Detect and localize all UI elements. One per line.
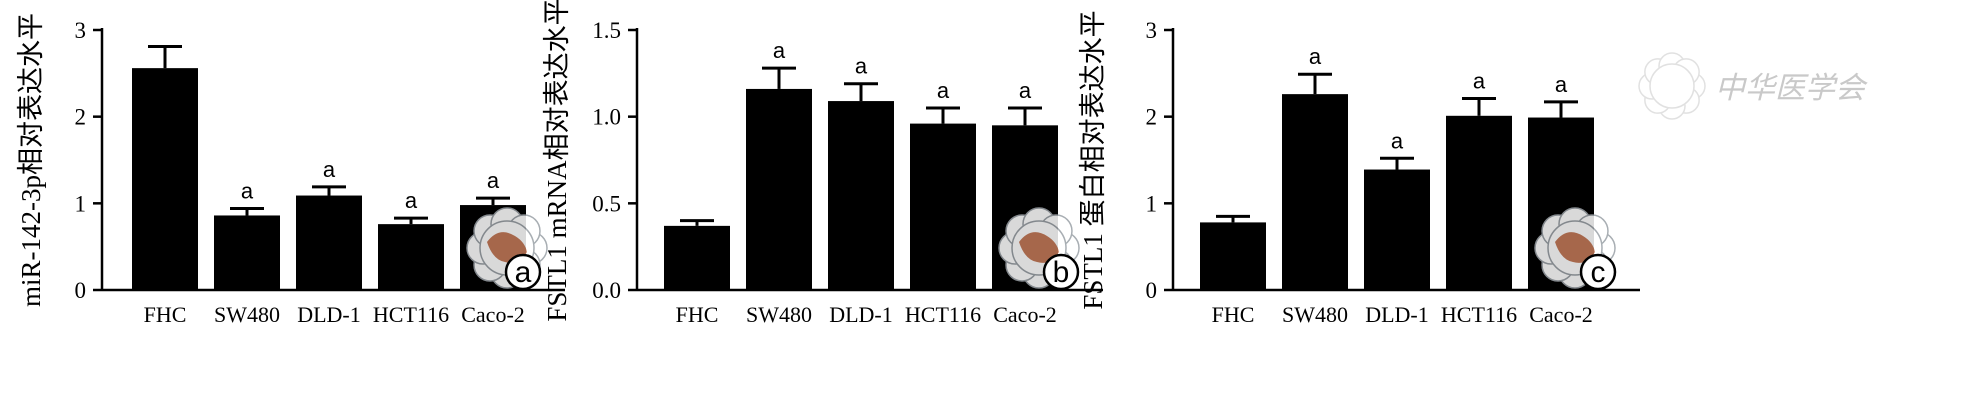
significance-label: a — [1019, 78, 1032, 103]
x-tick-label: HCT116 — [1441, 302, 1517, 327]
bar-DLD-1 — [828, 101, 894, 290]
panels: 0 1 2 3 miR-142-3p相对表达水平 FHC a SW480 a DLD-1 a HCT1… — [16, 0, 1640, 327]
x-tick-label: SW480 — [1282, 302, 1348, 327]
significance-label: a — [241, 179, 254, 204]
bar-DLD-1 — [1364, 169, 1430, 290]
y-axis-label: FSTL1 mRNA相对表达水平 — [542, 0, 572, 322]
panel-letter: c — [1591, 256, 1606, 289]
x-tick-label: FHC — [144, 302, 187, 327]
bar-HCT116 — [378, 224, 444, 290]
bar-SW480 — [1282, 94, 1348, 290]
seal-petal — [1638, 72, 1666, 100]
seal-petal — [1644, 58, 1672, 86]
x-tick-label: Caco-2 — [1529, 302, 1593, 327]
significance-label: a — [323, 157, 336, 182]
bar-SW480 — [746, 88, 812, 290]
bar-SW480 — [214, 215, 280, 290]
x-tick-label: HCT116 — [373, 302, 449, 327]
panel-b: 0.0 0.5 1.0 1.5 FSTL1 mRNA相对表达水平 FHC a SW480 a DL… — [542, 0, 1103, 327]
panel-letter-circle — [504, 253, 542, 291]
y-axis-label: miR-142-3p相对表达水平 — [16, 13, 46, 307]
x-tick-label: Caco-2 — [993, 302, 1057, 327]
significance-label: a — [1391, 128, 1404, 153]
bar-FHC — [664, 225, 730, 290]
significance-label: a — [1473, 68, 1486, 93]
bar-HCT116 — [1446, 115, 1512, 290]
map-shape — [1019, 232, 1059, 263]
significance-label: a — [1555, 72, 1568, 97]
x-tick-label: SW480 — [214, 302, 280, 327]
panel-letter: a — [515, 256, 532, 289]
y-tick-label: 0 — [1146, 278, 1158, 303]
y-tick-label: 0.0 — [592, 278, 621, 303]
seal-petal — [1658, 52, 1686, 80]
panel-a: 0 1 2 3 miR-142-3p相对表达水平 FHC a SW480 a DLD-1 a HCT1… — [16, 13, 565, 327]
y-tick-label: 0.5 — [592, 191, 621, 216]
seal-petal — [1672, 86, 1700, 114]
y-tick-label: 1 — [1146, 191, 1158, 216]
y-tick-label: 3 — [75, 18, 87, 43]
y-tick-label: 3 — [1146, 18, 1158, 43]
panel-letter-circle — [1042, 253, 1080, 291]
y-tick-label: 2 — [75, 105, 87, 130]
x-tick-label: DLD-1 — [829, 302, 893, 327]
y-tick-label: 0 — [75, 278, 87, 303]
y-tick-label: 1.5 — [592, 18, 621, 43]
x-tick-label: SW480 — [746, 302, 812, 327]
y-tick-label: 1.0 — [592, 105, 621, 130]
y-tick-label: 2 — [1146, 105, 1158, 130]
header-seal-watermark — [1638, 52, 1706, 120]
significance-label: a — [937, 78, 950, 103]
map-shape — [1555, 232, 1595, 263]
x-tick-label: DLD-1 — [297, 302, 361, 327]
panel-c: 0 1 2 3 FSTL1 蛋白相对表达水平 FHC a SW480 a DLD-1 a HCT116… — [1078, 10, 1640, 327]
bar-DLD-1 — [296, 195, 362, 290]
panel-letter-circle — [1579, 253, 1617, 291]
bar-HCT116 — [910, 123, 976, 290]
seal-petal — [1672, 58, 1700, 86]
bar-FHC — [132, 68, 198, 290]
panel-letter: b — [1053, 256, 1070, 289]
watermark-text: 中华医学会 — [1715, 71, 1868, 106]
significance-label: a — [773, 38, 786, 63]
x-tick-label: DLD-1 — [1365, 302, 1429, 327]
significance-label: a — [487, 168, 500, 193]
seal-petal — [1678, 72, 1706, 100]
x-tick-label: FHC — [676, 302, 719, 327]
x-tick-label: Caco-2 — [461, 302, 525, 327]
seal-inner-ring — [1649, 63, 1695, 109]
x-tick-label: HCT116 — [905, 302, 981, 327]
seal-petal — [1644, 86, 1672, 114]
watermark-text-group: 中华医学会 — [1638, 52, 1868, 120]
seal-petal — [1658, 92, 1686, 120]
significance-label: a — [405, 188, 418, 213]
y-tick-label: 1 — [75, 191, 87, 216]
significance-label: a — [1309, 44, 1322, 69]
bar-FHC — [1200, 222, 1266, 290]
significance-label: a — [855, 54, 868, 79]
x-tick-label: FHC — [1212, 302, 1255, 327]
y-axis-label: FSTL1 蛋白相对表达水平 — [1078, 10, 1108, 309]
